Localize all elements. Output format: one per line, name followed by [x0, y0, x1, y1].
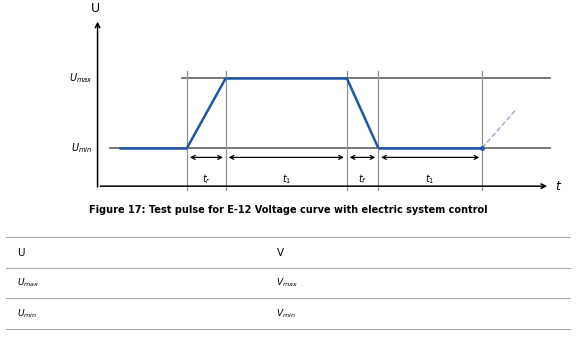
Text: $V_{max}$: $V_{max}$: [276, 277, 298, 289]
Text: $t_1$: $t_1$: [426, 172, 435, 186]
Text: U: U: [17, 247, 25, 258]
Text: U: U: [90, 2, 100, 15]
Text: $t_r$: $t_r$: [202, 172, 211, 186]
Text: V: V: [276, 247, 283, 258]
Text: $U_{max}$: $U_{max}$: [69, 71, 93, 85]
Text: t: t: [555, 180, 560, 193]
Text: $t_f$: $t_f$: [358, 172, 367, 186]
Text: $V_{min}$: $V_{min}$: [276, 307, 296, 320]
Text: $t_1$: $t_1$: [282, 172, 291, 186]
Text: $U_{min}$: $U_{min}$: [71, 141, 93, 155]
Text: $U_{max}$: $U_{max}$: [17, 277, 40, 289]
Text: Figure 17: Test pulse for E-12 Voltage curve with electric system control: Figure 17: Test pulse for E-12 Voltage c…: [89, 205, 487, 215]
Text: $U_{min}$: $U_{min}$: [17, 307, 37, 320]
